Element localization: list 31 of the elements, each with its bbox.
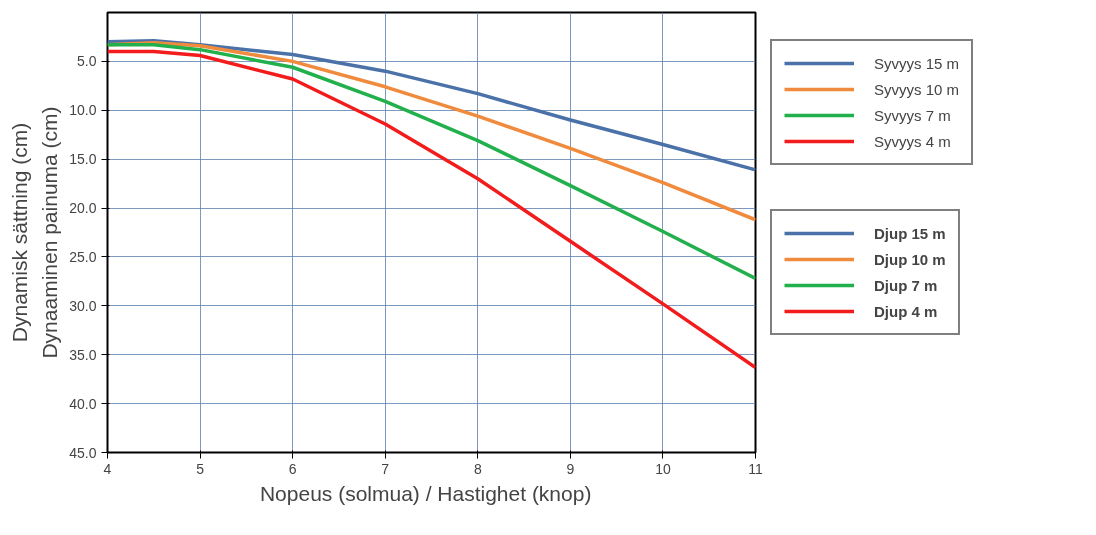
- legend-label: Syvyys 10 m: [874, 80, 960, 98]
- x-tick-label: 9: [566, 460, 575, 477]
- y-tick-label: 10.0: [69, 102, 97, 119]
- x-tick-label: 11: [748, 460, 763, 477]
- y-axis-title: Dynaaminen painuma (cm): [38, 106, 62, 359]
- text: Djup 15 m: [874, 224, 946, 242]
- line-series: [107, 39, 756, 172]
- x-axis-title: Nopeus (solmua) / Hastighet (knop): [259, 481, 592, 505]
- text: Djup 4 m: [874, 302, 938, 320]
- x-tick-label: 10: [655, 460, 671, 477]
- text: Djup 10 m: [874, 250, 946, 268]
- y-tick-label: 20.0: [69, 200, 97, 217]
- text: Dynamisk sättning (cm): [7, 122, 31, 343]
- legend-label: Syvyys 7 m: [874, 106, 951, 124]
- y-tick-label: 35.0: [69, 346, 97, 363]
- y-tick-label: 25.0: [69, 248, 97, 265]
- legend-label: Syvyys 4 m: [874, 132, 951, 150]
- x-tick-label: 7: [381, 460, 390, 477]
- legend-label: Syvyys 15 m: [874, 54, 960, 72]
- y-tick-label: 15.0: [69, 151, 97, 168]
- x-tick-label: 8: [473, 460, 482, 477]
- x-tick-label: 6: [288, 460, 297, 477]
- x-tick-label: 5: [196, 460, 205, 477]
- y-tick-label: 40.0: [69, 395, 97, 412]
- y-tick-label: 30.0: [69, 297, 97, 314]
- line-series: [107, 49, 756, 370]
- y-tick-label: 45.0: [69, 444, 97, 461]
- x-tick-label: 4: [103, 460, 112, 477]
- y-tick-label: 5.0: [77, 53, 97, 70]
- line-series: [107, 43, 756, 281]
- text: Djup 7 m: [874, 276, 938, 294]
